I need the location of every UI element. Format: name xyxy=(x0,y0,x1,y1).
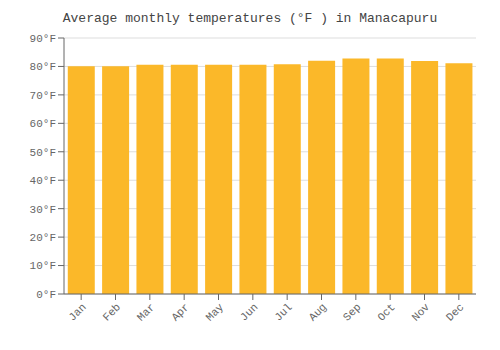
svg-text:Apr: Apr xyxy=(169,301,191,323)
svg-text:90°F: 90°F xyxy=(30,33,56,45)
svg-text:Mar: Mar xyxy=(135,301,157,323)
svg-text:30°F: 30°F xyxy=(30,204,56,216)
svg-text:10°F: 10°F xyxy=(30,260,56,272)
svg-text:May: May xyxy=(204,301,227,324)
svg-text:20°F: 20°F xyxy=(30,232,56,244)
svg-text:40°F: 40°F xyxy=(30,175,56,187)
svg-text:Jan: Jan xyxy=(66,301,88,323)
svg-text:Jun: Jun xyxy=(238,301,260,323)
svg-text:Sep: Sep xyxy=(341,301,363,323)
svg-text:Oct: Oct xyxy=(375,301,397,323)
svg-text:Feb: Feb xyxy=(101,301,123,323)
svg-text:0°F: 0°F xyxy=(36,289,56,301)
svg-text:Aug: Aug xyxy=(307,301,329,323)
svg-text:50°F: 50°F xyxy=(30,147,56,159)
svg-text:Nov: Nov xyxy=(410,301,433,324)
svg-text:Dec: Dec xyxy=(444,301,466,323)
svg-text:80°F: 80°F xyxy=(30,61,56,73)
svg-text:60°F: 60°F xyxy=(30,118,56,130)
html-text:Average monthly temperatures (: Average monthly temperatures (°F ) in Ma… xyxy=(62,11,438,26)
svg-text:70°F: 70°F xyxy=(30,90,56,102)
svg-text:Jul: Jul xyxy=(272,301,294,323)
